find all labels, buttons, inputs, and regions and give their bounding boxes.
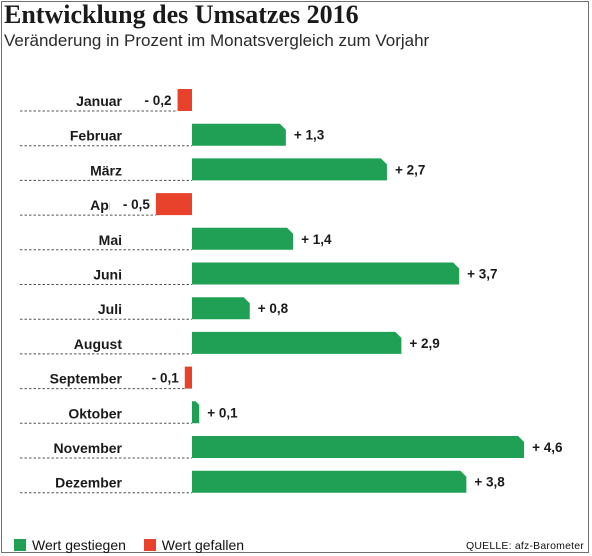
bar <box>192 262 460 285</box>
legend: Wert gestiegen Wert gefallen <box>14 537 258 554</box>
bar <box>155 193 192 216</box>
bar <box>192 227 294 250</box>
value-label: + 0,8 <box>258 301 289 316</box>
bar <box>192 331 402 354</box>
chart-title: Entwicklung des Umsatzes 2016 <box>4 0 359 29</box>
legend-label-down: Wert gefallen <box>161 537 245 553</box>
bar <box>192 297 250 320</box>
chart-subtitle: Veränderung in Prozent im Monatsvergleic… <box>4 31 430 50</box>
category-label: Oktober <box>68 405 122 421</box>
value-label-bg <box>131 91 174 109</box>
value-label: - 0,5 <box>123 197 151 212</box>
bar <box>192 158 387 181</box>
bar <box>192 470 467 493</box>
category-label: März <box>90 162 122 178</box>
category-label: August <box>74 336 123 352</box>
category-label: Februar <box>70 128 123 144</box>
value-label-bg <box>138 368 181 387</box>
value-label: + 3,8 <box>474 475 505 490</box>
value-label-bg <box>109 195 152 214</box>
category-label: Juli <box>98 301 122 317</box>
value-label: - 0,2 <box>145 93 172 108</box>
source-note: QUELLE: afz-Barometer <box>466 540 584 552</box>
category-label: November <box>54 440 123 456</box>
value-label: + 2,9 <box>409 336 439 351</box>
legend-item-up: Wert gestiegen <box>14 537 126 553</box>
legend-label-up: Wert gestiegen <box>32 537 126 553</box>
bar <box>177 89 192 111</box>
bar <box>192 436 525 458</box>
value-label: + 1,3 <box>294 128 325 143</box>
value-label: + 3,7 <box>467 267 497 282</box>
value-label: + 1,4 <box>301 232 332 247</box>
value-label: + 4,6 <box>532 440 563 455</box>
bar <box>184 366 192 389</box>
category-label: Juni <box>93 267 122 283</box>
value-label: - 0,1 <box>152 371 180 386</box>
legend-item-down: Wert gefallen <box>143 537 245 553</box>
category-label: Mai <box>99 232 122 248</box>
legend-swatch-up <box>14 539 26 551</box>
value-label: + 2,7 <box>395 162 425 177</box>
category-label: Januar <box>76 93 122 109</box>
bar <box>192 401 200 424</box>
bar <box>192 123 286 146</box>
category-label: September <box>50 371 123 387</box>
legend-swatch-down <box>143 539 156 551</box>
value-label: + 0,1 <box>207 405 238 420</box>
category-label: Dezember <box>55 475 122 491</box>
